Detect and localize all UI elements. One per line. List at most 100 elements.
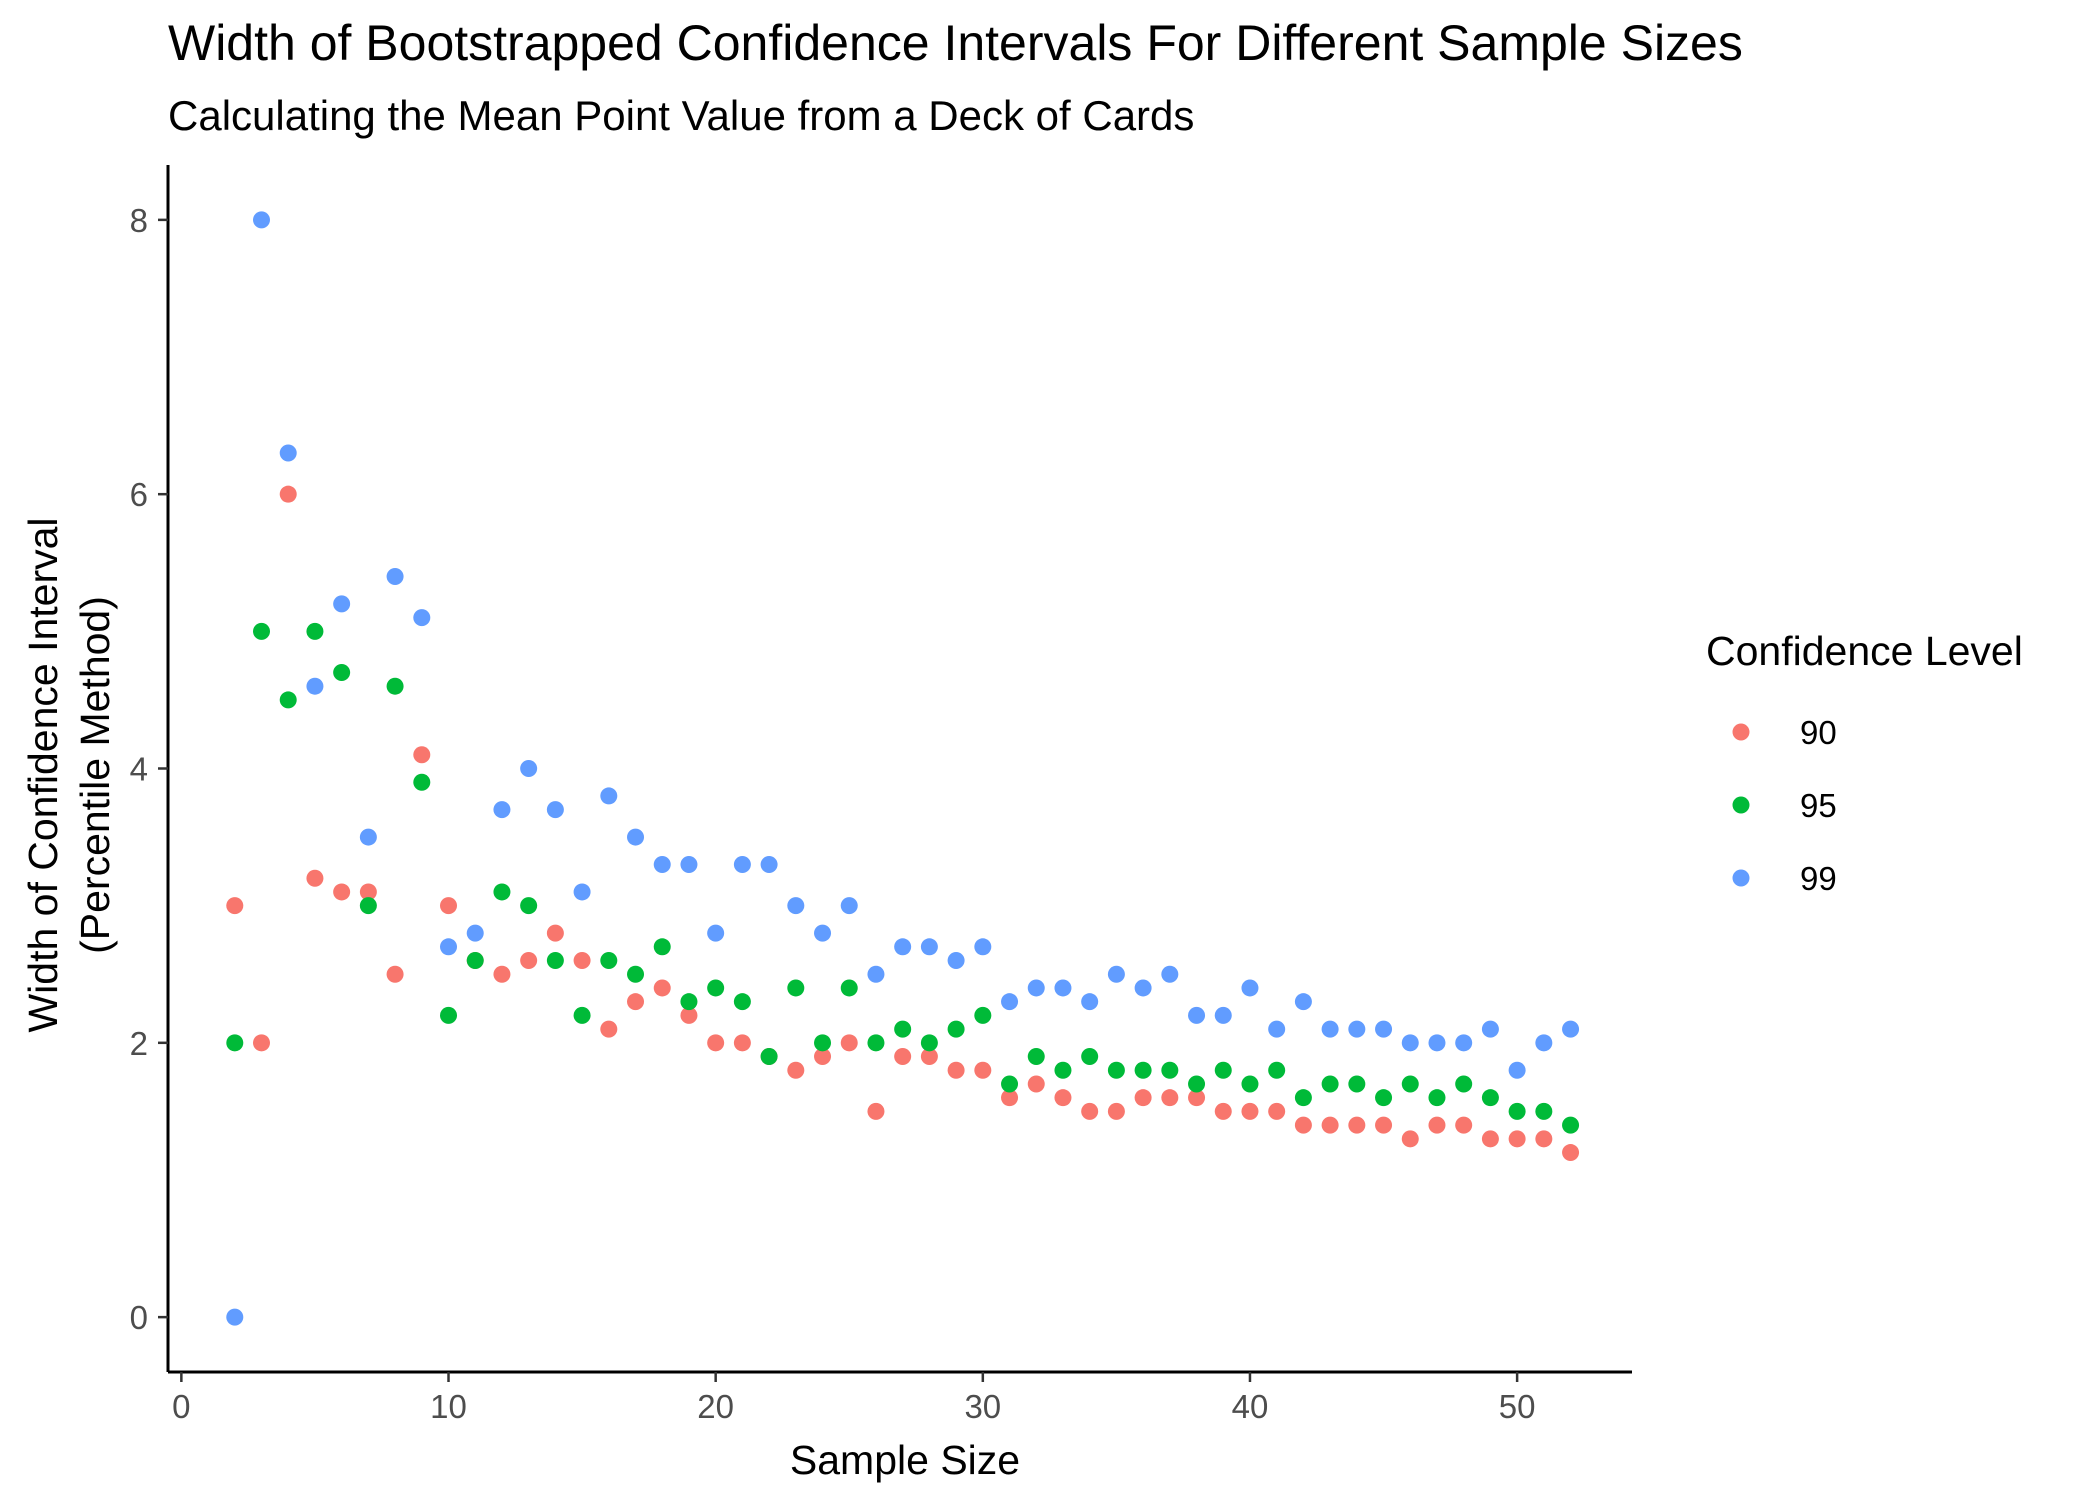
point-series-90 — [1081, 1102, 1099, 1120]
point-series-90 — [1001, 1089, 1019, 1107]
point-series-95 — [1054, 1061, 1072, 1079]
point-series-95 — [1188, 1075, 1206, 1093]
point-series-95 — [306, 622, 324, 640]
point-series-95 — [1401, 1075, 1419, 1093]
point-series-90 — [867, 1102, 885, 1120]
point-series-90 — [787, 1061, 805, 1079]
point-series-99 — [466, 924, 484, 942]
point-series-95 — [1107, 1061, 1125, 1079]
point-series-95 — [520, 897, 538, 915]
point-series-99 — [1535, 1034, 1553, 1052]
point-series-99 — [1428, 1034, 1446, 1052]
chart-title: Width of Bootstrapped Confidence Interva… — [168, 15, 1743, 71]
point-series-99 — [1268, 1020, 1286, 1038]
y-tick-label: 6 — [130, 476, 148, 513]
point-series-95 — [279, 691, 297, 709]
point-series-95 — [440, 1006, 458, 1024]
point-series-99 — [413, 609, 431, 627]
point-series-90 — [520, 952, 538, 970]
point-series-99 — [600, 787, 618, 805]
point-series-99 — [1508, 1061, 1526, 1079]
point-series-95 — [1241, 1075, 1259, 1093]
point-series-99 — [520, 760, 538, 777]
point-series-99 — [1001, 993, 1019, 1011]
point-series-90 — [1535, 1130, 1553, 1148]
point-series-95 — [1214, 1061, 1232, 1079]
point-series-95 — [546, 952, 564, 970]
point-series-90 — [627, 993, 645, 1011]
point-series-95 — [1321, 1075, 1339, 1093]
plot-area: 0 10 20 30 40 50 0 2 4 6 8 — [130, 165, 1632, 1425]
point-series-90 — [1375, 1116, 1393, 1134]
point-series-99 — [707, 924, 725, 942]
x-tick-label: 40 — [1232, 1388, 1269, 1425]
point-series-99 — [1375, 1020, 1393, 1038]
point-series-95 — [840, 979, 858, 997]
point-series-95 — [600, 952, 618, 970]
x-axis-title: Sample Size — [790, 1437, 1020, 1483]
point-series-90 — [947, 1061, 965, 1079]
legend-label-95: 95 — [1800, 787, 1837, 824]
point-series-90 — [1481, 1130, 1499, 1148]
point-series-90 — [1054, 1089, 1072, 1107]
point-series-95 — [253, 622, 271, 640]
point-series-99 — [947, 952, 965, 970]
point-series-90 — [600, 1020, 618, 1038]
point-series-99 — [1562, 1020, 1580, 1038]
x-tick-label: 0 — [172, 1388, 190, 1425]
point-series-99 — [359, 828, 377, 846]
point-series-99 — [1321, 1020, 1339, 1038]
legend-label-99: 99 — [1800, 860, 1837, 897]
point-series-90 — [1241, 1102, 1259, 1120]
point-series-95 — [359, 897, 377, 915]
point-series-99 — [1161, 965, 1179, 983]
point-series-99 — [920, 938, 938, 956]
point-series-95 — [1535, 1102, 1553, 1120]
point-series-99 — [1481, 1020, 1499, 1038]
point-series-99 — [867, 965, 885, 983]
point-series-90 — [546, 924, 564, 942]
point-series-90 — [1348, 1116, 1366, 1134]
point-series-95 — [1348, 1075, 1366, 1093]
legend-key-99 — [1732, 869, 1750, 887]
point-series-95 — [947, 1020, 965, 1038]
point-series-90 — [707, 1034, 725, 1052]
chart-subtitle: Calculating the Mean Point Value from a … — [168, 92, 1194, 139]
point-series-95 — [867, 1034, 885, 1052]
point-series-90 — [653, 979, 671, 997]
point-series-95 — [466, 952, 484, 970]
y-axis-title-line-2: (Percentile Method) — [72, 596, 118, 954]
point-series-95 — [814, 1034, 832, 1052]
point-series-90 — [1214, 1102, 1232, 1120]
point-series-99 — [1241, 979, 1259, 997]
point-series-90 — [279, 485, 297, 503]
point-series-99 — [493, 801, 511, 819]
point-series-90 — [1321, 1116, 1339, 1134]
point-series-90 — [1107, 1102, 1125, 1120]
point-series-90 — [253, 1034, 271, 1052]
legend-items: 90 95 99 — [1732, 714, 1837, 897]
point-series-99 — [1401, 1034, 1419, 1052]
point-series-90 — [1294, 1116, 1312, 1134]
point-series-95 — [1508, 1102, 1526, 1120]
point-series-99 — [680, 856, 698, 874]
point-series-95 — [1455, 1075, 1473, 1093]
point-series-90 — [1134, 1089, 1152, 1107]
point-series-99 — [1214, 1006, 1232, 1024]
point-series-95 — [493, 883, 511, 901]
legend-title: Confidence Level — [1706, 628, 2023, 674]
legend-label-90: 90 — [1800, 714, 1837, 751]
point-series-99 — [546, 801, 564, 819]
point-series-90 — [1455, 1116, 1473, 1134]
point-series-95 — [1161, 1061, 1179, 1079]
point-series-99 — [333, 595, 351, 613]
y-tick-label: 2 — [130, 1025, 148, 1062]
x-tick-label: 50 — [1499, 1388, 1536, 1425]
point-series-95 — [627, 965, 645, 983]
point-series-99 — [733, 856, 751, 874]
point-series-90 — [974, 1061, 992, 1079]
point-series-95 — [1268, 1061, 1286, 1079]
point-series-95 — [653, 938, 671, 956]
point-series-90 — [920, 1048, 938, 1066]
point-series-99 — [1107, 965, 1125, 983]
